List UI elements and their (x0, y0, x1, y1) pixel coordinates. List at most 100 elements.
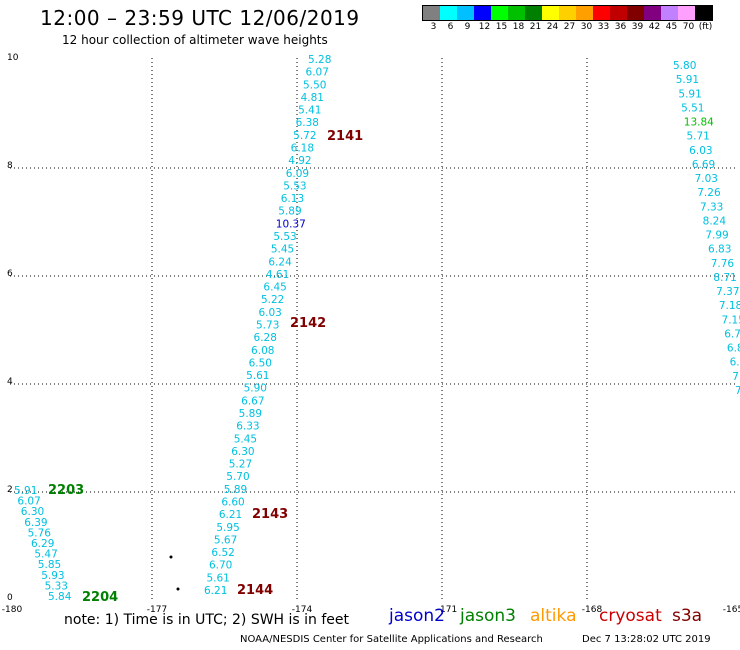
x-tick-label: -180 (2, 605, 23, 615)
swh-label: 6.28 (254, 332, 277, 344)
marker-dot (169, 555, 173, 559)
x-tick-label: -177 (147, 605, 167, 615)
swh-label: 6.09 (286, 168, 309, 180)
swh-label: 7.15 (722, 314, 740, 326)
colorbar-swatch (559, 6, 576, 20)
swh-label: 7 (735, 385, 740, 397)
swh-label: 6.30 (21, 506, 44, 518)
swh-label: 4.81 (301, 92, 324, 104)
colorbar-swatch (678, 6, 695, 20)
swh-label: 5.91 (676, 74, 699, 86)
x-tick-label: -171 (437, 605, 457, 615)
swh-label: 5.85 (38, 559, 61, 571)
map-grid (10, 58, 735, 600)
swh-label: 6.52 (211, 547, 234, 559)
footer-note: note: 1) Time is in UTC; 2) SWH is in fe… (64, 612, 350, 628)
swh-label: 7.03 (695, 173, 718, 185)
swh-label: 5.22 (261, 294, 284, 306)
swh-label: 5.71 (686, 131, 709, 143)
swh-label: 10.37 (276, 218, 306, 230)
swh-label: 6.70 (209, 560, 232, 572)
colorbar-label: 36 (614, 22, 627, 32)
colorbar-swatch (525, 6, 542, 20)
swh-label: 5.72 (293, 130, 316, 142)
swh-label: 6.08 (251, 345, 274, 357)
swh-label: 8.71 (713, 272, 736, 284)
pass-label: 2142 (290, 316, 326, 331)
swh-label: 5.93 (41, 570, 64, 582)
swh-label: 5.76 (28, 527, 52, 539)
satellite-name: jason3 (460, 606, 516, 626)
marker-dot (176, 587, 180, 591)
colorbar-swatch (474, 6, 491, 20)
swh-label: 5.28 (308, 54, 331, 66)
y-tick-label: 2 (7, 485, 13, 495)
x-tick-label: -174 (292, 605, 313, 615)
swh-label: 5.70 (226, 471, 249, 483)
colorbar-swatch (593, 6, 610, 20)
colorbar-swatch (695, 6, 712, 20)
x-tick-label: -168 (582, 605, 603, 615)
swh-label: 5.61 (206, 572, 229, 584)
swh-label: 6.13 (281, 193, 304, 205)
colorbar-label: 42 (648, 22, 661, 32)
y-tick-label: 10 (7, 53, 19, 63)
swh-label: 6.50 (249, 357, 272, 369)
colorbar-label: 24 (546, 22, 559, 32)
swh-label: 6.03 (258, 307, 281, 319)
swh-label: 5.45 (271, 244, 294, 256)
swh-label: 5.41 (298, 105, 321, 117)
swh-label: 5.27 (229, 459, 252, 471)
colorbar-label: 27 (563, 22, 576, 32)
pass-label: 2141 (327, 129, 363, 144)
y-tick-label: 4 (7, 377, 13, 387)
swh-label: 5.45 (234, 433, 257, 445)
colorbar-label: 6 (447, 22, 454, 32)
swh-label: 6.07 (17, 496, 40, 508)
swh-label: 6.38 (296, 117, 319, 129)
swh-label: 5.67 (214, 534, 237, 546)
swh-label: 5.91 (14, 485, 37, 497)
colorbar-label: 3 (430, 22, 437, 32)
colorbar-swatch (508, 6, 525, 20)
swh-label: 6.21 (219, 509, 242, 521)
swh-label: 6.7 (724, 328, 740, 340)
swh-label: 6.67 (241, 395, 264, 407)
colorbar-label: 70 (682, 22, 695, 32)
y-tick-label: 6 (7, 269, 13, 279)
swh-label: 7.99 (705, 230, 728, 242)
swh-label: 6.03 (689, 145, 712, 157)
wave-height-colorbar (422, 5, 713, 21)
swh-label: 5.51 (681, 102, 704, 114)
swh-label: 5.91 (678, 88, 701, 100)
colorbar-swatch (423, 6, 440, 20)
pass-label: 2143 (252, 507, 288, 522)
pass-label: 2204 (82, 590, 118, 605)
colorbar-swatch (644, 6, 661, 20)
satellite-name: cryosat (599, 606, 662, 626)
swh-label: 5.89 (224, 484, 247, 496)
colorbar-label: 21 (529, 22, 542, 32)
colorbar-swatch (491, 6, 508, 20)
pass-label: 2144 (237, 583, 273, 598)
swh-label: 6.69 (692, 159, 715, 171)
swh-label: 5.50 (303, 79, 326, 91)
colorbar-label: 33 (597, 22, 610, 32)
colorbar-swatch (627, 6, 644, 20)
swh-label: 6.21 (204, 585, 227, 597)
swh-label: 8.24 (703, 215, 727, 227)
colorbar-label: 30 (580, 22, 593, 32)
colorbar-swatch (440, 6, 457, 20)
swh-label: 5.33 (45, 580, 68, 592)
credit-text: NOAA/NESDIS Center for Satellite Applica… (240, 634, 543, 645)
satellite-name: jason2 (389, 606, 445, 626)
swh-label: 5.73 (256, 320, 279, 332)
map-title: 12:00 – 23:59 UTC 12/06/2019 (40, 6, 360, 30)
swh-label: 5.95 (216, 522, 239, 534)
swh-label: 5.89 (278, 206, 301, 218)
y-tick-label: 0 (7, 593, 13, 603)
swh-label: 5.89 (239, 408, 262, 420)
swh-label: 7.37 (716, 286, 739, 298)
colorbar-label: 15 (495, 22, 508, 32)
